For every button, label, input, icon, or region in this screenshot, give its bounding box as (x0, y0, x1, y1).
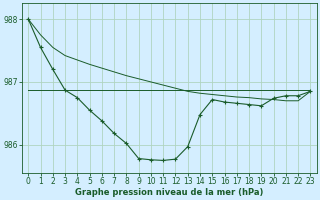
X-axis label: Graphe pression niveau de la mer (hPa): Graphe pression niveau de la mer (hPa) (75, 188, 264, 197)
